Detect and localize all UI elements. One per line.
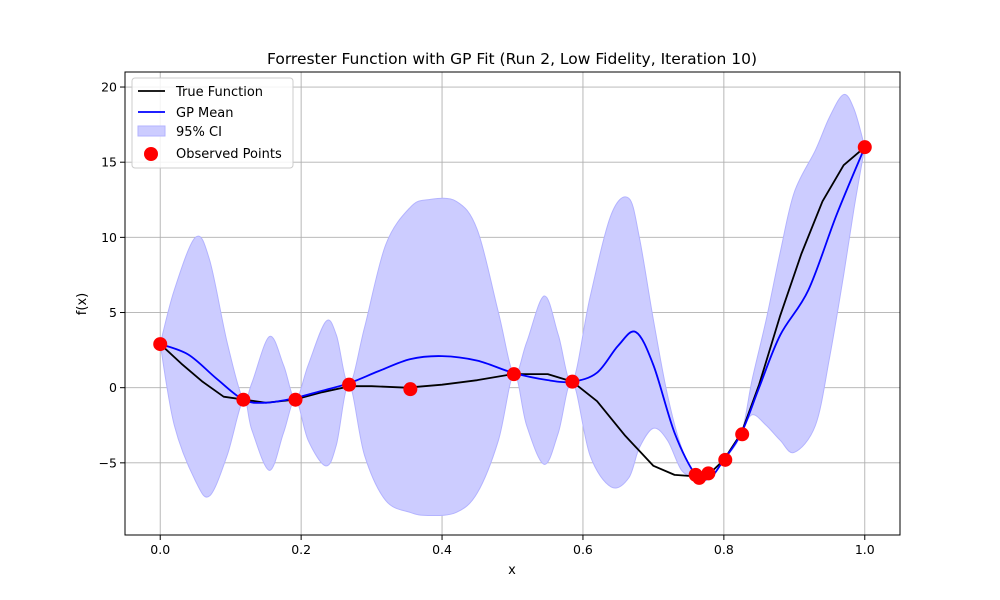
legend-ci-label: 95% CI xyxy=(176,125,222,140)
observed-point xyxy=(718,452,733,467)
observed-point xyxy=(506,367,521,382)
legend-ci-swatch xyxy=(137,125,166,137)
observed-point xyxy=(288,392,303,407)
x-tick-label: 0.6 xyxy=(573,542,593,557)
observed-point xyxy=(735,427,750,442)
y-axis-label: f(x) xyxy=(75,293,90,315)
x-tick-label: 0.4 xyxy=(432,542,452,557)
observed-point xyxy=(236,392,251,407)
y-tick-label: −5 xyxy=(99,455,117,470)
x-axis-label: x xyxy=(508,563,516,578)
legend: True Function GP Mean 95% CI Observed Po… xyxy=(131,77,294,169)
observed-point xyxy=(857,140,872,155)
observed-points-layer xyxy=(153,140,872,485)
y-tick-label: 10 xyxy=(101,230,117,245)
plot-frame xyxy=(124,71,901,536)
observed-point xyxy=(403,382,418,397)
legend-gp-mean-label: GP Mean xyxy=(176,106,233,121)
y-tick-label: 5 xyxy=(109,305,117,320)
legend-observed-swatch xyxy=(144,147,158,161)
observed-point xyxy=(565,374,580,389)
x-tick-label: 0.8 xyxy=(714,542,734,557)
chart-title: Forrester Function with GP Fit (Run 2, L… xyxy=(267,50,757,68)
observed-point xyxy=(342,377,357,392)
x-tick-label: 1.0 xyxy=(855,542,875,557)
legend-box xyxy=(131,77,294,169)
y-tick-label: 20 xyxy=(101,80,117,95)
x-tick-label: 0.2 xyxy=(291,542,311,557)
axis-ticks: 0.0 0.2 0.4 0.6 0.8 1.0 −5 0 5 10 15 20 xyxy=(99,80,875,557)
x-tick-label: 0.0 xyxy=(150,542,170,557)
y-tick-label: 15 xyxy=(101,155,117,170)
y-tick-label: 0 xyxy=(109,380,117,395)
observed-point xyxy=(701,466,716,481)
observed-point xyxy=(153,337,168,352)
legend-true-function-label: True Function xyxy=(175,85,263,100)
legend-observed-label: Observed Points xyxy=(176,147,282,162)
